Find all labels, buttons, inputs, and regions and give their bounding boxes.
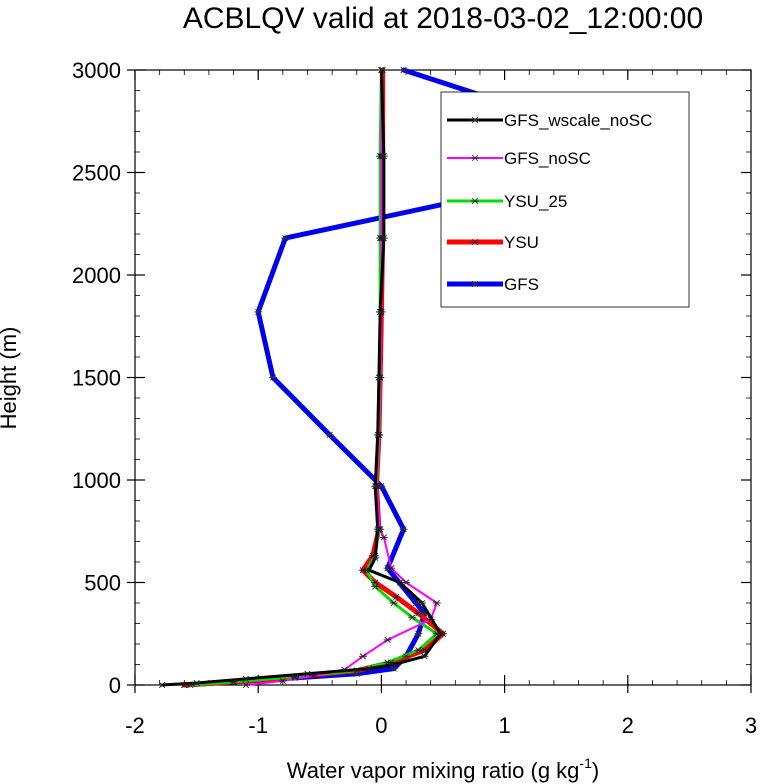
data-point: [371, 583, 380, 590]
series-line-YSU_25: [188, 68, 439, 687]
data-point: [436, 630, 445, 637]
data-point: [414, 610, 423, 617]
x-axis-label-end: ): [592, 758, 599, 783]
data-point: [278, 677, 287, 685]
x-axis-label-main: Water vapor mixing ratio (g kg: [287, 758, 580, 783]
legend-marker: [471, 238, 479, 246]
legend-label: GFS: [504, 275, 539, 294]
data-point: [383, 636, 392, 644]
x-axis-label-sup: -1: [579, 755, 592, 771]
y-tick-label: 2000: [72, 263, 121, 288]
series-line-YSU: [181, 67, 446, 688]
data-point: [389, 599, 398, 607]
data-point: [392, 593, 401, 600]
data-point: [432, 599, 441, 607]
data-point: [268, 374, 277, 381]
data-point: [395, 579, 404, 586]
data-point: [418, 599, 427, 607]
data-point: [408, 614, 417, 621]
axis-ticks: [127, 69, 752, 693]
legend: GFS_wscale_noSC GFS_noSC YSU_25 YSU GFS: [440, 91, 690, 308]
data-point: [325, 431, 334, 439]
data-point: [414, 647, 423, 654]
y-tick-label: 0: [109, 673, 121, 698]
x-tick-label: 3: [745, 713, 757, 738]
data-point: [291, 673, 300, 680]
legend-marker: [471, 197, 479, 205]
data-point: [373, 431, 382, 439]
data-point: [389, 661, 398, 668]
y-tick-label: 3000: [72, 58, 121, 83]
legend-marker: [471, 280, 479, 288]
series-layer: [158, 66, 673, 689]
data-point: [379, 152, 388, 160]
legend-label: YSU: [504, 233, 539, 252]
data-point: [383, 659, 392, 666]
y-tick-label: 500: [84, 571, 121, 596]
x-tick-label: 1: [498, 713, 510, 738]
data-point: [371, 554, 380, 562]
data-point: [371, 483, 380, 490]
y-tick-label: 1500: [72, 366, 121, 391]
x-tick-label: -1: [248, 713, 268, 738]
data-point: [377, 66, 386, 74]
x-tick-label: -2: [125, 713, 145, 738]
tick-labels: -2 -1 0 1 2 3 0 500 1000 1500 2000 2500 3000: [72, 58, 757, 738]
data-point: [399, 526, 408, 533]
data-point: [281, 234, 290, 242]
data-point: [192, 679, 201, 687]
data-point: [379, 234, 388, 242]
legend-marker: [471, 116, 479, 124]
series-line-GFS_wscale_noSC: [160, 68, 443, 687]
data-point: [158, 681, 167, 689]
data-point: [399, 66, 408, 74]
data-point: [373, 526, 382, 533]
data-point: [229, 678, 238, 686]
data-point: [352, 667, 361, 674]
data-point: [376, 308, 385, 316]
data-point: [186, 681, 195, 689]
data-point: [291, 674, 300, 681]
x-tick-label: 2: [622, 713, 634, 738]
data-point: [426, 616, 435, 623]
data-point: [358, 653, 367, 660]
legend-label: GFS_wscale_noSC: [504, 111, 652, 130]
x-tick-label: 0: [375, 713, 387, 738]
data-point: [340, 666, 349, 673]
legend-label: YSU_25: [504, 192, 567, 211]
data-point: [309, 672, 318, 679]
data-point: [374, 374, 383, 381]
data-point: [365, 567, 374, 574]
chart-title: ACBLQV valid at 2018-03-02_12:00:00: [183, 2, 703, 35]
data-point: [254, 308, 263, 316]
data-point: [241, 681, 250, 689]
data-point: [241, 675, 250, 682]
data-point: [352, 670, 361, 677]
y-tick-label: 1000: [72, 468, 121, 493]
data-point: [303, 670, 312, 677]
data-point: [365, 665, 374, 672]
legend-marker: [471, 154, 479, 162]
y-axis-label: Height (m): [0, 327, 21, 430]
data-point: [402, 653, 411, 660]
data-point: [420, 653, 429, 660]
data-point: [387, 565, 396, 572]
x-axis-label: Water vapor mixing ratio (g kg-1): [287, 755, 599, 783]
legend-label: GFS_noSC: [504, 149, 591, 168]
data-point: [379, 534, 388, 541]
y-tick-label: 2500: [72, 161, 121, 186]
data-point: [414, 630, 423, 637]
